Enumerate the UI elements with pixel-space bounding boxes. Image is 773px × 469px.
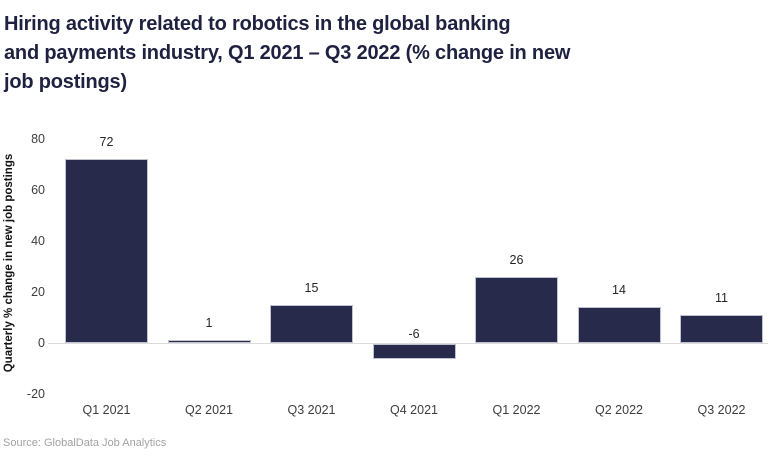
y-axis-tick-label: -20 [26,387,45,401]
x-axis-category-label: Q2 2022 [595,403,643,417]
x-axis-zero-line [48,343,768,344]
x-axis-category-label: Q1 2021 [82,403,131,417]
bar-value-label: 72 [99,135,114,150]
bar-q1-2021 [65,159,148,343]
bar-value-label: 15 [304,280,319,295]
bar-value-label: 26 [509,252,524,267]
bar-q2-2021 [167,340,251,343]
bar-value-label: 1 [205,316,213,331]
bar-q2-2022 [577,307,661,343]
y-axis-tick-label: 60 [31,183,45,197]
bar-q3-2021 [270,304,353,343]
source-note: Source: GlobalData Job Analytics [3,437,167,449]
bar-value-label: 11 [715,290,728,305]
y-axis-tick-label: 80 [31,132,45,146]
bar-q4-2021 [372,344,456,360]
bar-q1-2022 [475,276,558,343]
x-axis-category-label: Q1 2022 [492,403,541,417]
y-axis-tick-label: 0 [38,336,45,350]
chart-title: Hiring activity related to robotics in t… [4,13,571,93]
bar-value-label: 14 [612,283,626,298]
y-axis-tick-label: 40 [31,234,45,248]
x-axis-category-label: Q2 2021 [185,403,233,417]
y-axis-tick-label: 20 [31,285,45,299]
x-axis-category-label: Q3 2022 [697,403,746,417]
bar-value-label: -6 [408,327,420,341]
x-axis-category-label: Q3 2021 [287,403,336,417]
x-axis-category-label: Q4 2021 [390,403,438,417]
bar-q3-2022 [680,314,763,343]
